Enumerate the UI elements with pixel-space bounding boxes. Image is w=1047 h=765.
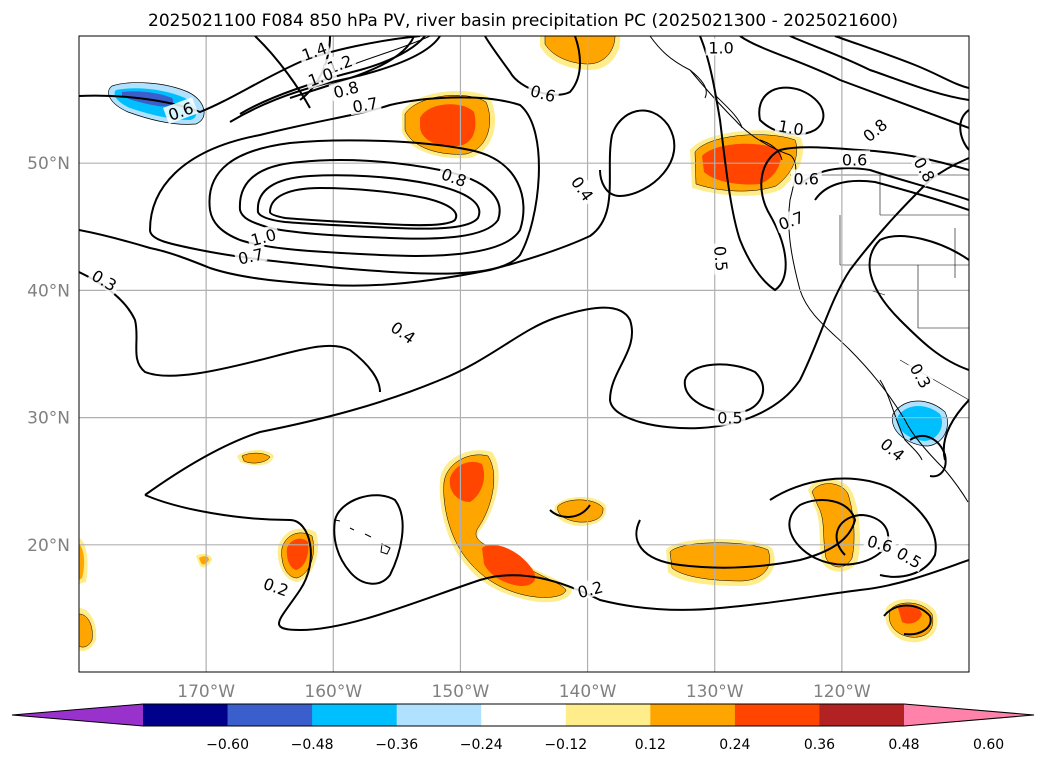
colorbar: −0.60 −0.48 −0.36 −0.24 −0.12 0.12 0.24 0.36 0.4… — [11, 703, 1035, 753]
colorbar-segment — [650, 704, 736, 726]
longitude-tick-label: 130°W — [686, 682, 744, 702]
colorbar-tick-label: −0.36 — [375, 737, 418, 753]
contour-label: 0.7 — [348, 93, 382, 117]
colorbar-tick-label: −0.60 — [206, 737, 249, 753]
contour-label-background — [891, 541, 928, 573]
contour-label-background — [87, 264, 123, 295]
contour-label-text: 0.6 — [794, 169, 819, 188]
longitude-tick-label: 120°W — [813, 682, 871, 702]
contour-label-background — [773, 206, 809, 234]
colorbar-segment — [481, 704, 567, 726]
colorbar-tick-label: 0.60 — [973, 737, 1004, 753]
colorbar-extend-max — [904, 704, 1034, 726]
contour-label-background — [163, 97, 199, 124]
contour-label-background — [711, 242, 732, 275]
longitude-tick-label: 150°W — [432, 682, 490, 702]
colorbar-segment — [565, 704, 651, 726]
contour-label-text: 0.5 — [710, 245, 731, 272]
contour-label-background — [233, 244, 268, 268]
colorbar-tick-label: 0.36 — [804, 737, 835, 753]
contour-label-background — [909, 151, 941, 187]
contour-label: 0.5 — [714, 408, 746, 428]
colorbar-outline — [11, 703, 1035, 727]
contour-label-background — [714, 408, 746, 426]
contour-label-text: 1.0 — [777, 117, 805, 140]
colorbar-segment — [312, 704, 398, 726]
contour-label-background — [302, 62, 338, 90]
contour-label-text: 0.7 — [351, 94, 379, 117]
contour-label-background — [790, 169, 822, 187]
map-plot-area: 0.30.81.00.70.40.60.41.00.50.51.0 0.80.60… — [79, 36, 969, 672]
contour-label: 1.0 — [774, 116, 808, 140]
contour-label-background — [348, 93, 382, 116]
contour-label-text: 0.6 — [842, 150, 867, 169]
contour-label: 0.7 — [233, 244, 268, 269]
latitude-tick-label: 40°N — [27, 281, 70, 301]
colorbar-segment — [227, 704, 313, 726]
contour-label-background — [857, 113, 892, 147]
colorbar-tick-label: 0.24 — [719, 737, 750, 753]
contour-label-background — [774, 116, 808, 139]
contour-label-text: 0.5 — [717, 409, 742, 428]
longitude-tick-label: 160°W — [304, 682, 362, 702]
contour-label-background — [839, 150, 871, 168]
map-frame — [78, 35, 970, 673]
contour-label: 0.5 — [710, 242, 732, 275]
colorbar-tick-label: −0.48 — [291, 737, 334, 753]
contour-label-background — [526, 80, 561, 105]
colorbar-segment — [819, 704, 905, 726]
contour-label-text: 0.7 — [236, 245, 265, 269]
contour-label-background — [258, 573, 294, 600]
contour-label-background — [436, 163, 472, 191]
contour-label-background — [567, 170, 599, 206]
colorbar-segment — [734, 704, 820, 726]
colorbar-segment — [143, 704, 229, 726]
contour-label-background — [862, 530, 898, 556]
contour-label-background — [906, 357, 937, 394]
contour-label-background — [705, 38, 737, 56]
colorbar-extend-min — [12, 704, 143, 726]
colorbar-tick-label: −0.24 — [460, 737, 503, 753]
colorbar-tick-label: −0.12 — [544, 737, 587, 753]
hawaii-islands — [334, 519, 391, 555]
latitude-labels: 50°N 40°N 30°N 20°N — [27, 154, 70, 556]
contour-label-background — [385, 316, 422, 348]
contour-label: 0.6 — [790, 169, 822, 188]
colorbar-segment — [396, 704, 482, 726]
latitude-tick-label: 50°N — [27, 154, 70, 174]
contour-label-background — [246, 224, 281, 249]
longitude-labels: 170°W 160°W 150°W 140°W 130°W 120°W — [177, 682, 871, 702]
colorbar-tick-label: 0.48 — [888, 737, 919, 753]
colorbar-tick-label: 0.12 — [635, 737, 666, 753]
longitude-tick-label: 170°W — [177, 682, 235, 702]
contour-label-background — [296, 37, 332, 65]
longitude-tick-label: 140°W — [559, 682, 617, 702]
contour-label-text: 1.0 — [708, 38, 733, 57]
latitude-tick-label: 20°N — [27, 536, 70, 556]
contour-label-background — [328, 76, 364, 102]
contour-label: 1.0 — [705, 38, 737, 57]
latitude-tick-label: 30°N — [27, 409, 70, 429]
figure-title: 2025021100 F084 850 hPa PV, river basin … — [148, 11, 898, 31]
contour-label: 0.6 — [839, 150, 871, 169]
contour-label: 1.4 — [296, 37, 332, 65]
contour-label-background — [875, 432, 911, 466]
lat-lon-grid — [79, 36, 969, 672]
contour-label-background — [572, 576, 608, 602]
